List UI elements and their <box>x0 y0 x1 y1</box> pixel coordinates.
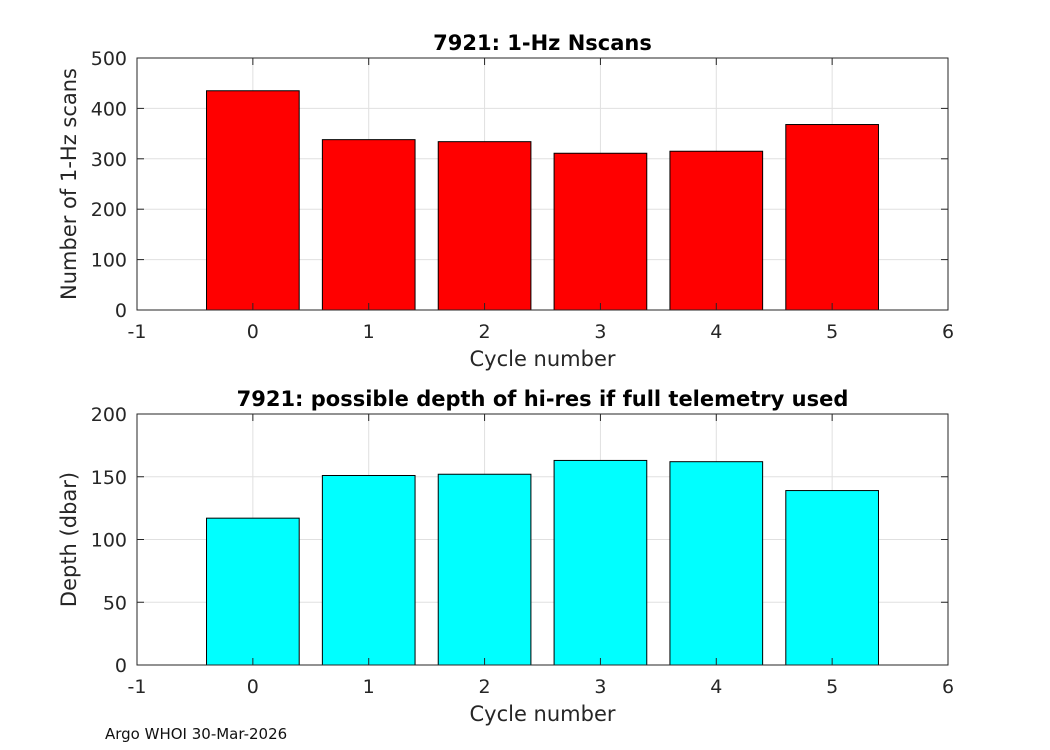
chart2-xtick-label: 4 <box>710 676 722 698</box>
chart1-xlabel: Cycle number <box>469 347 615 371</box>
chart2-bar-cycle-5 <box>785 490 879 666</box>
chart1-bar-cycle-0 <box>206 90 300 311</box>
chart1-ylabel: Number of 1-Hz scans <box>57 68 81 300</box>
chart1-ytick-label: 300 <box>91 149 127 171</box>
chart2-ytick-label: 200 <box>91 404 127 426</box>
chart1-ytick-label: 500 <box>91 48 127 70</box>
chart1-xtick-label: 0 <box>247 321 259 343</box>
chart2-bar-cycle-0 <box>206 517 300 666</box>
chart1-bar-cycle-2 <box>437 141 532 311</box>
chart2-xtick-label: 0 <box>247 676 259 698</box>
chart1-title: 7921: 1-Hz Nscans <box>433 31 652 55</box>
footer-credit: Argo WHOI 30-Mar-2026 <box>105 725 288 743</box>
chart1-xtick-label: 3 <box>594 321 606 343</box>
chart2-bar-cycle-4 <box>669 461 764 666</box>
chart1-bar-cycle-5 <box>785 124 879 311</box>
chart1-xtick-label: -1 <box>128 321 147 343</box>
chart2-ylabel: Depth (dbar) <box>57 472 81 607</box>
chart2-ytick-label: 100 <box>91 530 127 552</box>
chart2-xtick-label: 5 <box>826 676 838 698</box>
chart1-ytick-label: 400 <box>91 98 127 120</box>
chart2-ytick-label: 150 <box>91 467 127 489</box>
chart2-ytick-label: 0 <box>115 655 127 677</box>
chart1-ytick-label: 100 <box>91 250 127 272</box>
chart1-bar-cycle-4 <box>669 150 764 311</box>
chart2-bar-cycle-1 <box>321 474 416 666</box>
chart1-xtick-label: 4 <box>710 321 722 343</box>
chart1-bar-cycle-1 <box>321 139 416 311</box>
chart1-bar-cycle-3 <box>553 152 648 311</box>
chart2-xtick-label: 2 <box>479 676 491 698</box>
chart1-ytick-label: 0 <box>115 300 127 322</box>
chart1-xtick-label: 2 <box>479 321 491 343</box>
chart2-xtick-label: 6 <box>942 676 954 698</box>
chart2-bar-cycle-2 <box>437 473 532 666</box>
chart1-xtick-label: 1 <box>363 321 375 343</box>
chart1-xtick-label: 5 <box>826 321 838 343</box>
chart2-ytick-label: 50 <box>103 592 127 614</box>
chart2-bar-cycle-3 <box>553 459 648 666</box>
chart2-xtick-label: -1 <box>128 676 147 698</box>
chart2-xtick-label: 1 <box>363 676 375 698</box>
chart1-ytick-label: 200 <box>91 199 127 221</box>
chart1-axes-frame <box>136 57 949 311</box>
chart1-xtick-label: 6 <box>942 321 954 343</box>
chart2-xlabel: Cycle number <box>469 702 615 726</box>
chart2-xtick-label: 3 <box>594 676 606 698</box>
chart2-title: 7921: possible depth of hi-res if full t… <box>237 387 849 411</box>
